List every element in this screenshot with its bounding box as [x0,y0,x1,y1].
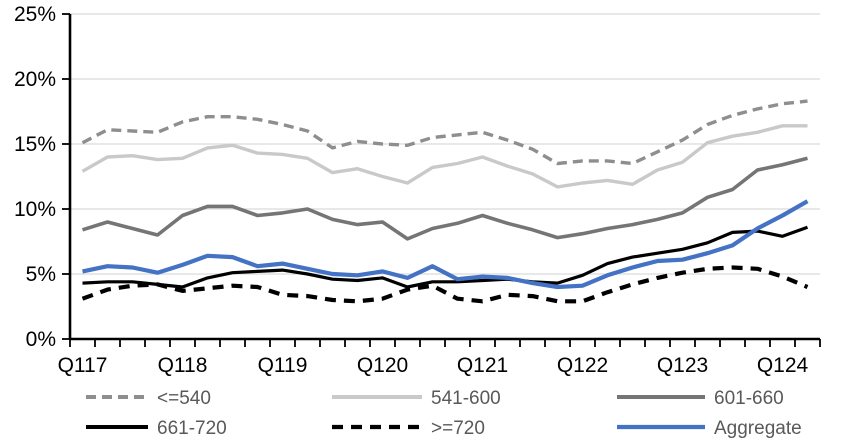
series-line--720 [81,265,809,304]
y-axis-label: 0% [26,328,56,351]
series-line-541-600 [81,124,808,189]
y-axis-label: 15% [14,133,56,156]
y-axis-label: 5% [26,263,56,286]
legend-item-661-720: 661-720 [86,418,227,439]
y-axis-label: 25% [14,3,56,26]
legend-label: >=720 [431,418,485,439]
legend-item-541-600: 541-600 [332,388,501,409]
legend-label: 661-720 [157,418,227,439]
legend-item-aggregate: Aggregate [617,418,802,439]
x-axis-label: Q124 [757,354,809,377]
y-axis-label: 20% [14,68,56,91]
x-axis-label: Q118 [158,354,208,377]
y-axis-label: 10% [14,198,56,221]
series-line-601-660 [81,156,808,241]
x-axis-label: Q123 [657,354,708,377]
legend-label: 601-660 [714,388,784,409]
legend-item--720: >=720 [332,418,485,439]
x-axis-label: Q117 [58,354,108,377]
x-axis-label: Q120 [357,354,408,377]
legend-label: <=540 [157,388,211,409]
legend-label: Aggregate [714,418,802,439]
x-axis-label: Q119 [258,354,308,377]
series-line--540 [81,99,808,166]
series-line-661-720 [82,225,809,289]
x-axis-label: Q121 [457,354,508,377]
x-axis-label: Q122 [557,354,608,377]
legend-item--540: <=540 [86,388,211,409]
legend-item-601-660: 601-660 [617,388,784,409]
series-line-aggregate [82,199,809,290]
legend-label: 541-600 [431,388,501,409]
